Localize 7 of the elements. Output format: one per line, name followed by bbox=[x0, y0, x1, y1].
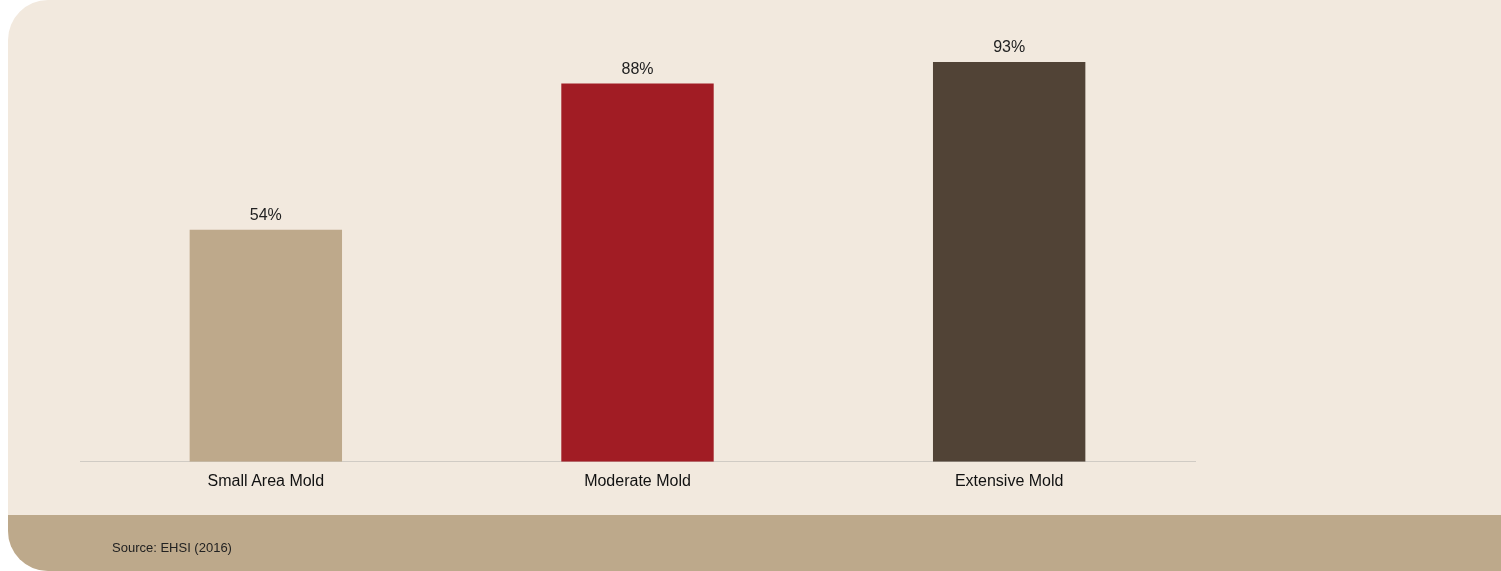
source-note: Source: EHSI (2016) bbox=[112, 540, 232, 555]
x-tick-label: Moderate Mold bbox=[584, 471, 691, 489]
x-tick-label: Extensive Mold bbox=[954, 471, 1064, 489]
x-tick-label: Small Area Mold bbox=[207, 471, 325, 489]
data-label: 88% bbox=[621, 59, 654, 77]
data-label: 54% bbox=[249, 206, 282, 224]
data-label: 93% bbox=[993, 38, 1026, 56]
